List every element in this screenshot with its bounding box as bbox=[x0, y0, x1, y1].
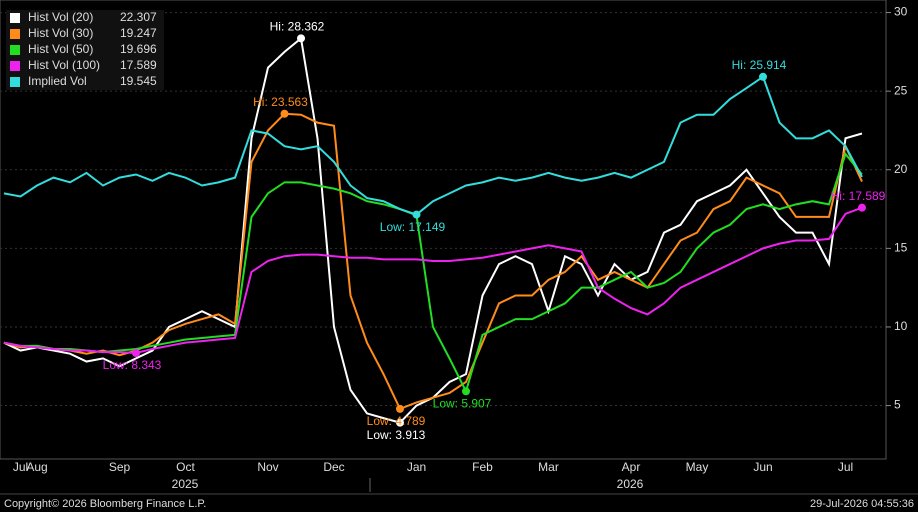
copyright: Copyright© 2026 Bloomberg Finance L.P. bbox=[4, 498, 206, 510]
legend-swatch bbox=[10, 13, 20, 23]
annotation-dot bbox=[412, 210, 421, 219]
annotation-dot bbox=[759, 72, 767, 81]
legend-value: 22.307 bbox=[120, 10, 157, 24]
x-tick-label: Sep bbox=[109, 460, 131, 474]
y-tick-label: 30 bbox=[894, 5, 908, 19]
x-tick-label: Oct bbox=[176, 460, 195, 474]
legend-swatch bbox=[10, 77, 20, 87]
legend-label: Hist Vol (20) bbox=[28, 10, 93, 24]
y-tick-label: 25 bbox=[894, 83, 908, 97]
annotation-dot bbox=[132, 349, 140, 358]
annotation-dot bbox=[462, 387, 470, 396]
annotation-label: Low: 4.789 bbox=[367, 414, 426, 428]
x-tick-label: Jul bbox=[838, 460, 853, 474]
legend-bg bbox=[6, 26, 164, 42]
annotation-label: Low: 17.149 bbox=[380, 220, 446, 234]
legend-value: 19.545 bbox=[120, 74, 157, 88]
legend-swatch bbox=[10, 29, 20, 39]
annotation-label: Hi: 17.589 bbox=[831, 189, 886, 203]
x-tick-label: Mar bbox=[538, 460, 559, 474]
x-tick-label: Apr bbox=[622, 460, 641, 474]
series-line bbox=[3, 112, 863, 411]
year-label: 2026 bbox=[617, 477, 644, 491]
x-tick-label: Feb bbox=[472, 460, 493, 474]
legend-value: 19.247 bbox=[120, 26, 157, 40]
x-tick-label: May bbox=[686, 460, 709, 474]
x-tick-label: Jul bbox=[13, 460, 28, 474]
x-tick-label: Jun bbox=[753, 460, 772, 474]
annotation-dot bbox=[396, 404, 404, 413]
annotation-dot bbox=[396, 418, 404, 427]
y-tick-label: 5 bbox=[894, 398, 901, 412]
legend-value: 19.696 bbox=[120, 42, 157, 56]
x-tick-label: Aug bbox=[26, 460, 47, 474]
legend-swatch bbox=[10, 61, 20, 71]
series-line bbox=[3, 75, 863, 216]
legend-bg bbox=[6, 74, 164, 90]
y-tick-label: 10 bbox=[894, 319, 908, 333]
y-tick-label: 15 bbox=[894, 241, 908, 255]
timestamp: 29-Jul-2026 04:55:36 bbox=[810, 498, 914, 510]
annotation-label: Low: 5.907 bbox=[433, 396, 492, 410]
legend-bg bbox=[6, 10, 164, 26]
x-tick-label: Dec bbox=[323, 460, 344, 474]
legend-swatch bbox=[10, 45, 20, 55]
annotation-label: Low: 3.913 bbox=[367, 428, 426, 442]
year-label: 2025 bbox=[172, 477, 199, 491]
annotation-dot bbox=[297, 34, 305, 43]
annotation-dot bbox=[858, 203, 866, 212]
y-tick-label: 20 bbox=[894, 162, 908, 176]
legend-label: Implied Vol bbox=[28, 74, 87, 88]
series-line bbox=[3, 206, 863, 355]
series-line bbox=[3, 151, 863, 395]
legend-label: Hist Vol (100) bbox=[28, 58, 100, 72]
annotation-label: Hi: 25.914 bbox=[732, 58, 787, 72]
legend-bg bbox=[6, 58, 164, 74]
annotation-label: Low: 8.343 bbox=[103, 358, 162, 372]
annotation-label: Hi: 23.563 bbox=[253, 95, 308, 109]
annotation-dot bbox=[280, 109, 289, 118]
legend-bg bbox=[6, 42, 164, 58]
x-tick-label: Jan bbox=[407, 460, 426, 474]
legend-label: Hist Vol (50) bbox=[28, 42, 93, 56]
x-tick-label: Nov bbox=[257, 460, 278, 474]
annotation-label: Hi: 28.362 bbox=[270, 19, 325, 33]
legend-value: 17.589 bbox=[120, 58, 157, 72]
legend-label: Hist Vol (30) bbox=[28, 26, 93, 40]
